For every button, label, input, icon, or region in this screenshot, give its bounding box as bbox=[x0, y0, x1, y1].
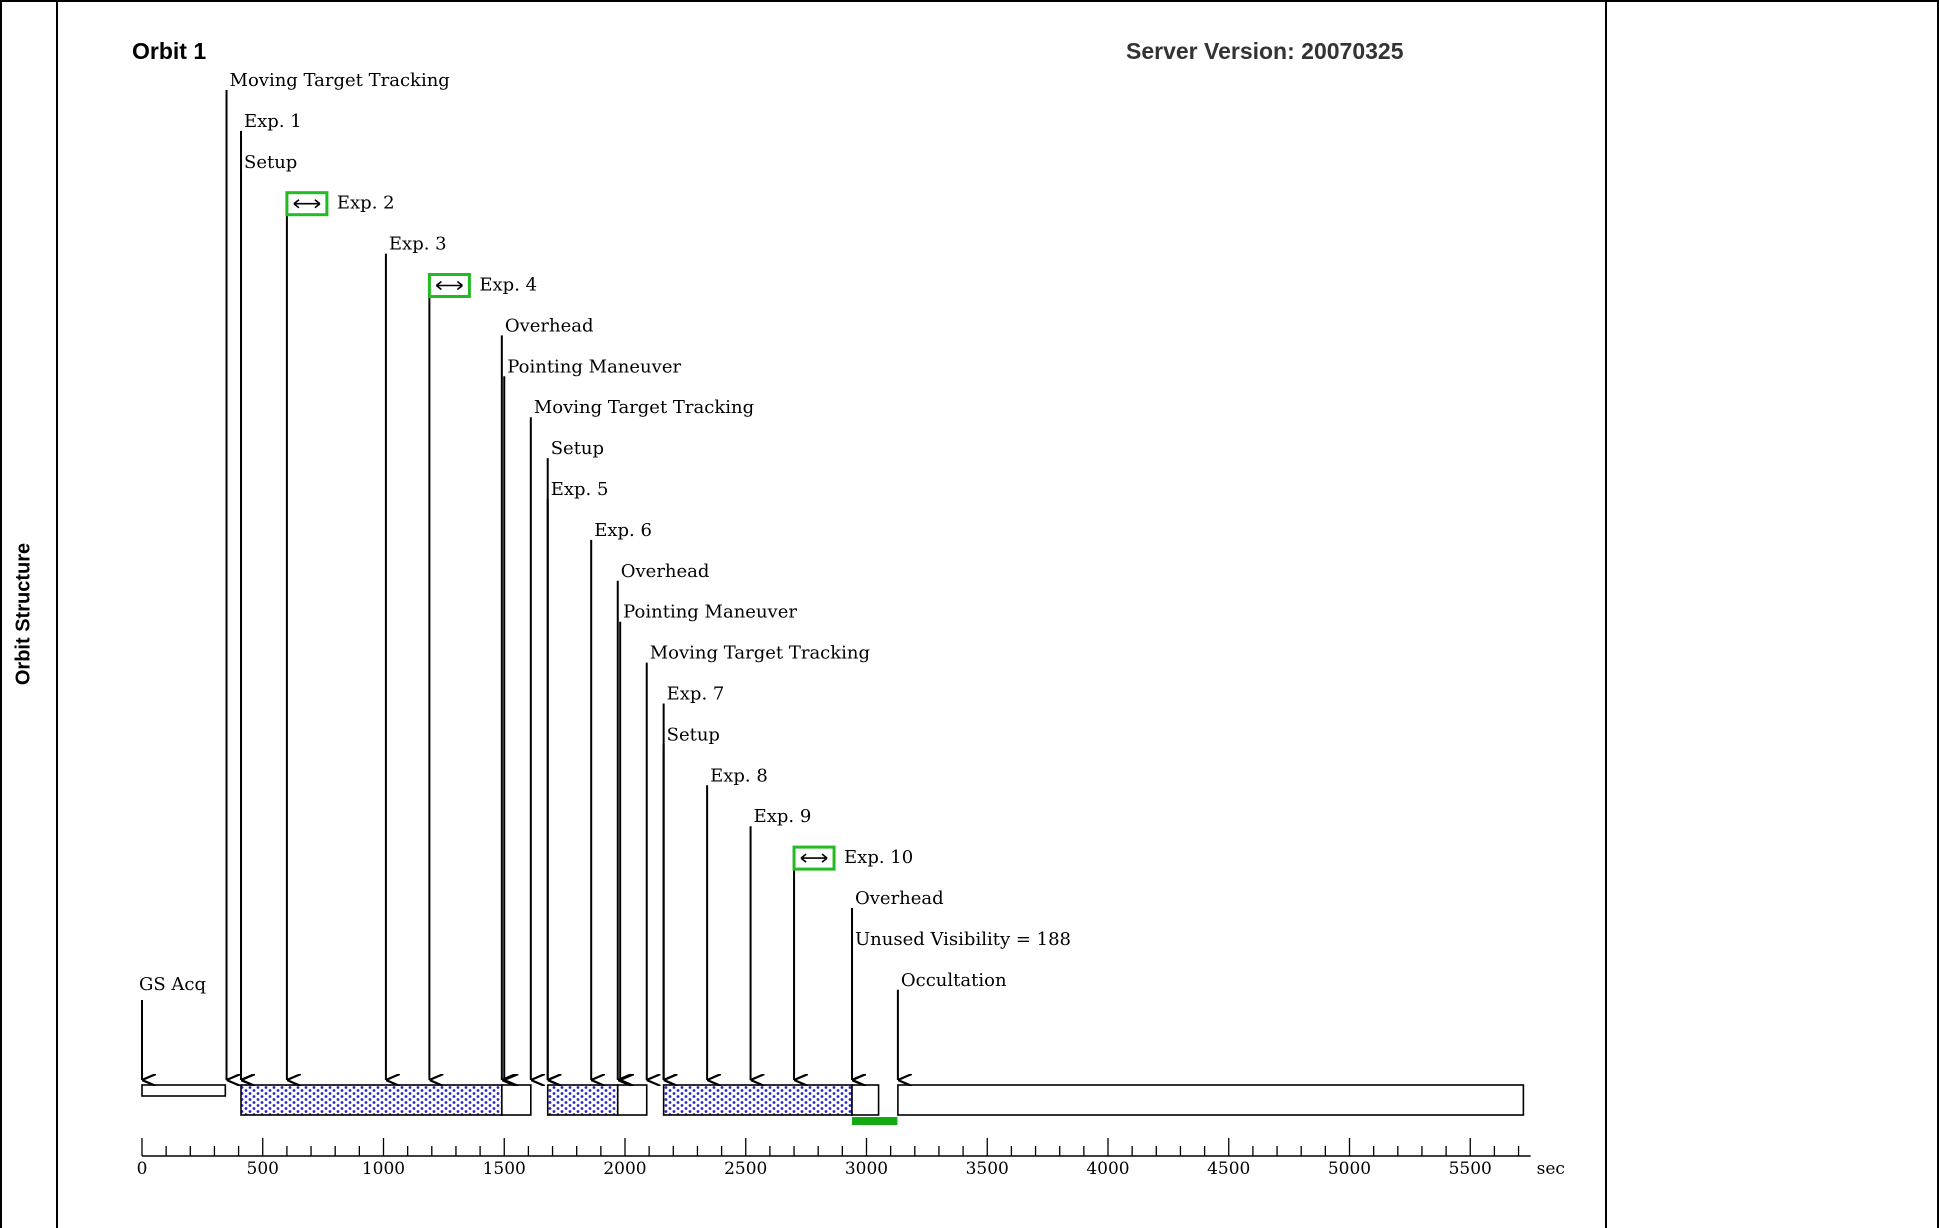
event-label: Occultation bbox=[901, 970, 1007, 991]
event-label: Exp. 5 bbox=[551, 479, 609, 500]
event-label: Moving Target Tracking bbox=[534, 397, 754, 418]
event-label: Exp. 9 bbox=[754, 806, 812, 827]
axis-tick-label: 500 bbox=[247, 1159, 279, 1179]
event-label: Exp. 8 bbox=[710, 765, 768, 786]
axis-tick-label: 2500 bbox=[724, 1159, 767, 1179]
timeline-segment-plain bbox=[851, 1084, 880, 1116]
timeline-segment-plain bbox=[897, 1084, 1525, 1116]
axis-unit-label: sec bbox=[1537, 1159, 1565, 1179]
timeline-segment-exposure bbox=[546, 1084, 619, 1116]
axis-tick-label: 5000 bbox=[1328, 1159, 1371, 1179]
double-arrow-icon bbox=[435, 280, 463, 291]
timeline-segment-exposure bbox=[662, 1084, 853, 1116]
axis-tick-label: 1500 bbox=[483, 1159, 526, 1179]
event-label: Moving Target Tracking bbox=[230, 70, 450, 91]
orbit-structure-label: Orbit Structure bbox=[12, 542, 35, 686]
event-label: Exp. 10 bbox=[844, 847, 913, 868]
timeline-segment-exposure bbox=[240, 1084, 503, 1116]
axis-tick-label: 2000 bbox=[603, 1159, 646, 1179]
event-label: Exp. 3 bbox=[389, 234, 447, 255]
orbit-timeline: GS Acq Moving Target Tracking Exp. 1 Setup E… bbox=[137, 70, 1565, 1179]
axis-tick-label: 3000 bbox=[845, 1159, 888, 1179]
axis-tick-label: 0 bbox=[137, 1159, 148, 1179]
axis-tick-label: 5500 bbox=[1449, 1159, 1492, 1179]
event-label: Exp. 6 bbox=[594, 520, 652, 541]
axis-tick-label: 4500 bbox=[1207, 1159, 1250, 1179]
event-label: Setup bbox=[551, 438, 604, 459]
gs-acq-label: GS Acq bbox=[139, 974, 206, 995]
double-arrow-icon bbox=[293, 199, 321, 209]
event-label: Unused Visibility = 188 bbox=[855, 929, 1071, 950]
event-label: Overhead bbox=[505, 315, 594, 336]
server-version: Server Version: 20070325 bbox=[1126, 38, 1404, 64]
event-label: Overhead bbox=[855, 888, 944, 909]
event-label: Exp. 7 bbox=[667, 684, 725, 705]
axis-tick-label: 4000 bbox=[1086, 1159, 1129, 1179]
unused-visibility-bar bbox=[852, 1117, 898, 1125]
timeline-segment-plain bbox=[141, 1084, 227, 1097]
event-label: Setup bbox=[244, 152, 297, 173]
double-arrow-icon bbox=[800, 853, 828, 863]
axis-tick-label: 3500 bbox=[966, 1159, 1009, 1179]
timeline-segment-plain bbox=[616, 1084, 648, 1116]
event-label: Overhead bbox=[621, 561, 710, 582]
axis-tick-label: 1000 bbox=[362, 1159, 405, 1179]
event-label: Setup bbox=[667, 724, 720, 745]
event-label: Exp. 1 bbox=[244, 111, 302, 132]
event-label: Pointing Maneuver bbox=[623, 602, 797, 623]
orbit-title: Orbit 1 bbox=[132, 38, 207, 64]
event-label: Exp. 4 bbox=[479, 275, 537, 296]
timeline-segment-plain bbox=[501, 1084, 532, 1116]
event-label: Pointing Maneuver bbox=[507, 356, 681, 377]
event-label: Moving Target Tracking bbox=[650, 643, 870, 664]
event-label: Exp. 2 bbox=[337, 193, 395, 214]
